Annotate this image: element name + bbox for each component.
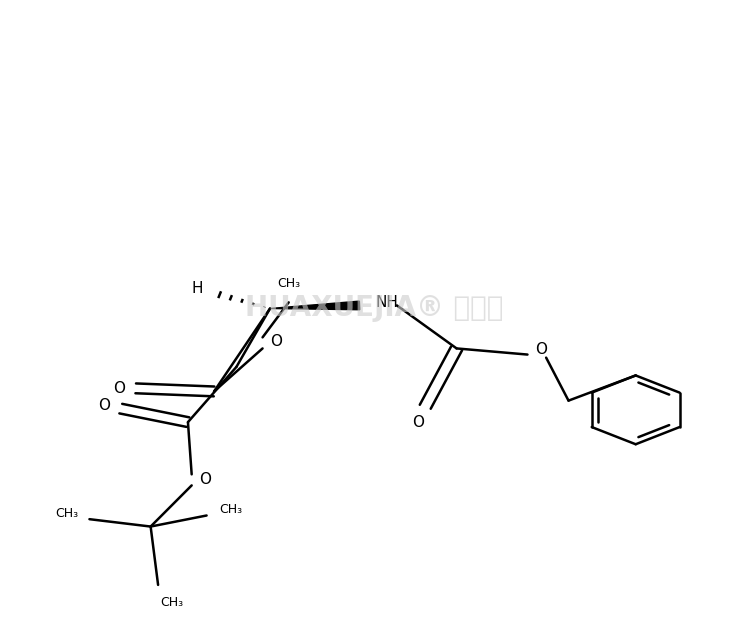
Text: O: O: [535, 342, 547, 357]
Text: NH: NH: [375, 295, 398, 310]
Text: O: O: [199, 472, 211, 487]
Text: CH₃: CH₃: [160, 595, 183, 608]
Text: CH₃: CH₃: [277, 278, 300, 291]
Text: O: O: [113, 381, 125, 396]
Text: O: O: [270, 334, 282, 349]
Text: CH₃: CH₃: [219, 503, 242, 516]
Text: O: O: [98, 398, 110, 413]
Text: CH₃: CH₃: [55, 507, 79, 520]
Text: H: H: [192, 281, 204, 296]
Text: O: O: [412, 415, 424, 429]
Text: HUAXUEJIA® 化学加: HUAXUEJIA® 化学加: [246, 294, 503, 323]
Polygon shape: [270, 301, 360, 310]
